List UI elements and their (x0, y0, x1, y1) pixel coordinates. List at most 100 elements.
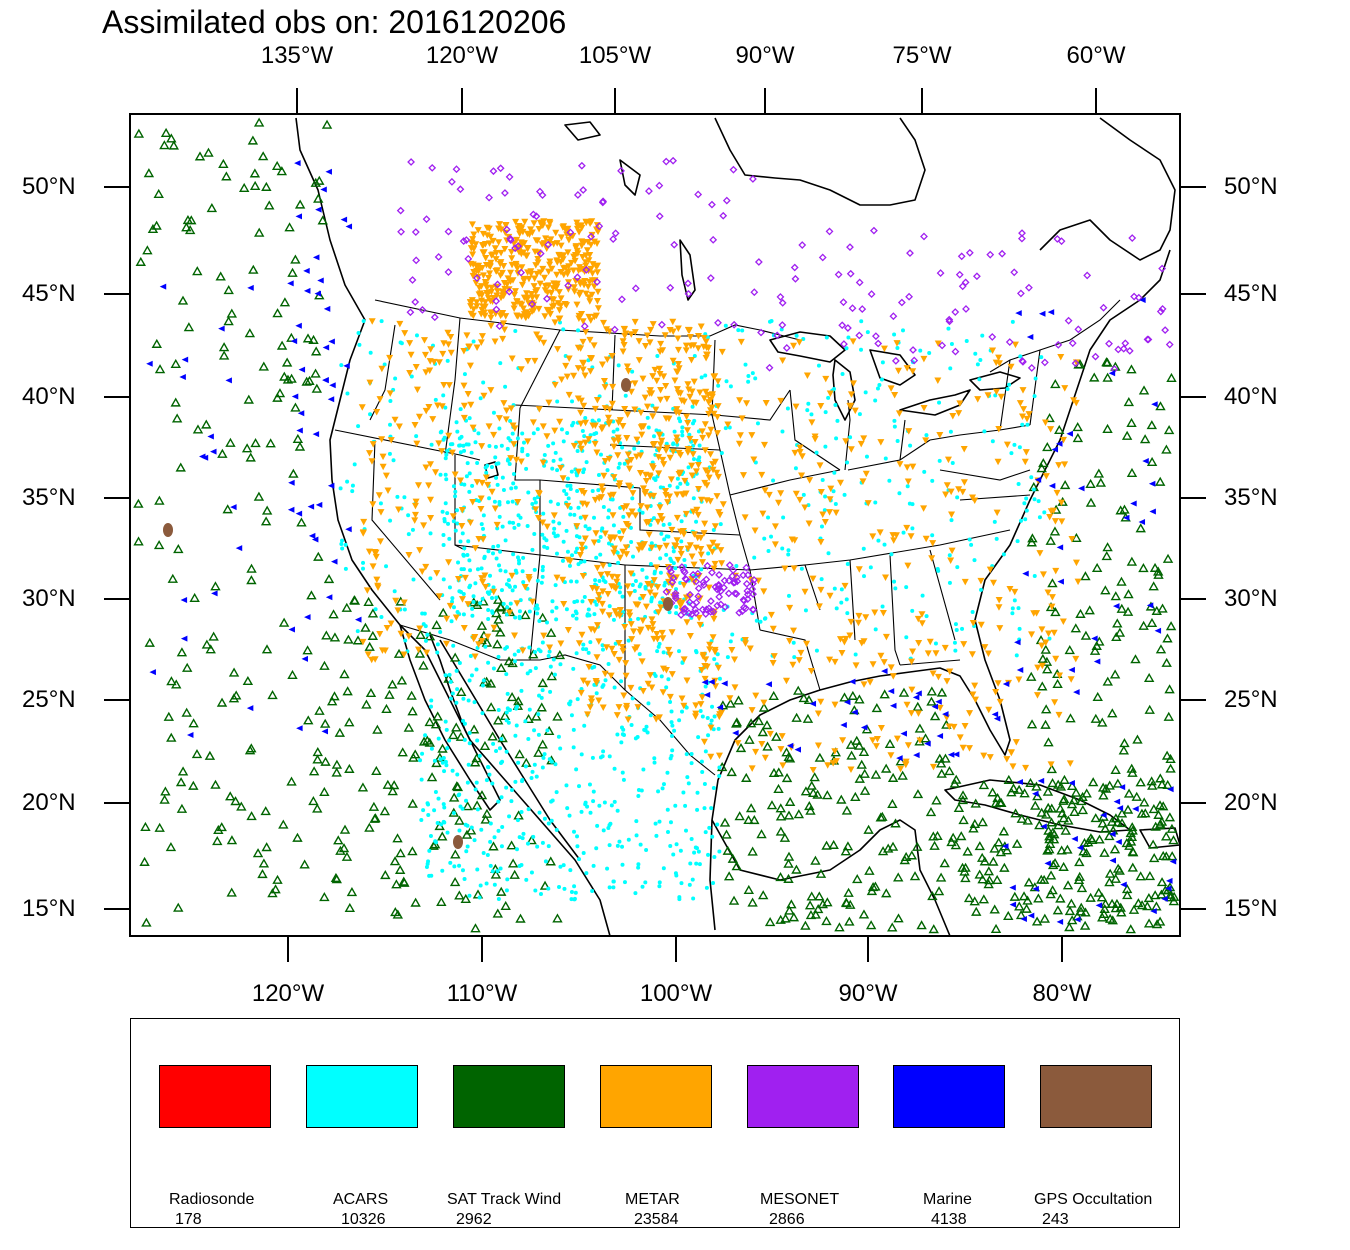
sat-track-wind-ob (1040, 719, 1051, 729)
metar-ob (946, 668, 954, 675)
acars-ob (440, 760, 445, 765)
marine-ob (323, 305, 331, 312)
metar-ob (1007, 749, 1015, 757)
sat-track-wind-ob (1119, 738, 1130, 748)
acars-ob (572, 884, 577, 889)
metar-ob (959, 744, 967, 752)
acars-ob (421, 808, 426, 813)
acars-ob (688, 861, 693, 866)
sat-track-wind-ob (154, 822, 165, 832)
acars-ob (553, 450, 558, 455)
metar-ob (363, 587, 371, 594)
metar-ob (677, 550, 685, 558)
metar-ob (523, 290, 531, 297)
sat-track-wind-ob (226, 308, 238, 318)
acars-ob (572, 829, 577, 834)
metar-ob (869, 737, 877, 744)
acars-ob (618, 585, 623, 590)
acars-ob (904, 635, 909, 640)
metar-ob (406, 369, 414, 377)
metar-ob (477, 495, 485, 503)
acars-ob (596, 538, 601, 543)
acars-ob (592, 599, 597, 604)
acars-ob (565, 549, 570, 554)
marine-ob (1165, 885, 1172, 892)
mesonet-ob (617, 166, 625, 175)
metar-ob (795, 339, 803, 346)
acars-ob (579, 809, 584, 814)
metar-ob (488, 284, 496, 292)
sat-track-wind-ob (537, 677, 548, 688)
acars-ob (575, 697, 580, 702)
acars-ob (674, 842, 679, 847)
metar-ob (591, 405, 599, 413)
mesonet-ob (1010, 268, 1019, 277)
sat-track-wind-ob (1080, 571, 1091, 581)
acars-ob (538, 649, 543, 654)
metar-ob (862, 614, 870, 621)
acars-ob (766, 548, 771, 553)
metar-ob (589, 261, 597, 268)
metar-ob (469, 499, 477, 506)
marine-ob (1044, 860, 1051, 867)
metar-ob (683, 677, 691, 684)
metar-ob (458, 596, 466, 603)
metar-ob (622, 521, 630, 528)
metar-ob (684, 326, 692, 334)
acars-ob (569, 579, 574, 584)
metar-ob (682, 347, 690, 354)
metar-ob (553, 240, 561, 247)
acars-ob (458, 804, 463, 809)
hudson-bay-coastline (714, 117, 926, 206)
acars-ob (699, 567, 704, 572)
sat-track-wind-ob (1058, 794, 1070, 804)
acars-ob (427, 873, 432, 878)
sat-track-wind-ob (282, 374, 294, 384)
acars-ob (519, 662, 524, 667)
sat-track-wind-ob (800, 920, 811, 930)
marine-ob (1122, 514, 1130, 521)
metar-ob (750, 456, 758, 464)
acars-ob (736, 328, 741, 333)
acars-ob (465, 461, 470, 466)
acars-ob (990, 439, 995, 444)
metar-ob (605, 455, 613, 463)
sat-track-wind-ob (1037, 653, 1049, 663)
acars-ob (924, 433, 929, 438)
metar-ob (479, 578, 487, 586)
marine-ob (1146, 602, 1154, 609)
sat-track-wind-ob (270, 884, 281, 894)
sat-track-wind-ob (1114, 865, 1125, 875)
metar-ob (507, 269, 515, 277)
acars-ob (694, 519, 699, 524)
acars-ob (620, 594, 625, 599)
metar-ob (697, 323, 705, 331)
metar-ob (809, 766, 817, 774)
sat-track-wind-ob (341, 851, 353, 861)
acars-ob (465, 844, 470, 849)
acars-ob (892, 332, 897, 337)
metar-ob (615, 704, 623, 711)
sat-track-wind-ob (1068, 795, 1080, 805)
acars-ob (565, 483, 570, 488)
sat-track-wind-ob (761, 720, 773, 730)
acars-ob (947, 553, 952, 558)
sat-track-wind-ob (230, 796, 241, 806)
metar-ob (577, 409, 585, 417)
acars-ob (569, 897, 574, 902)
acars-ob (607, 885, 612, 890)
acars-ob (628, 617, 633, 622)
metar-ob (570, 442, 578, 450)
acars-ob (422, 611, 427, 616)
sat-track-wind-ob (1098, 790, 1109, 800)
metar-ob (627, 457, 635, 464)
metar-ob (894, 367, 902, 375)
acars-ob (513, 329, 518, 334)
metar-ob (1041, 419, 1049, 426)
sat-track-wind-ob (364, 822, 375, 832)
mesonet-ob (544, 240, 553, 249)
sat-track-wind-ob (935, 758, 947, 768)
gps-occultation-ob (453, 835, 463, 849)
sat-track-wind-ob (853, 740, 865, 750)
metar-ob (653, 630, 661, 638)
